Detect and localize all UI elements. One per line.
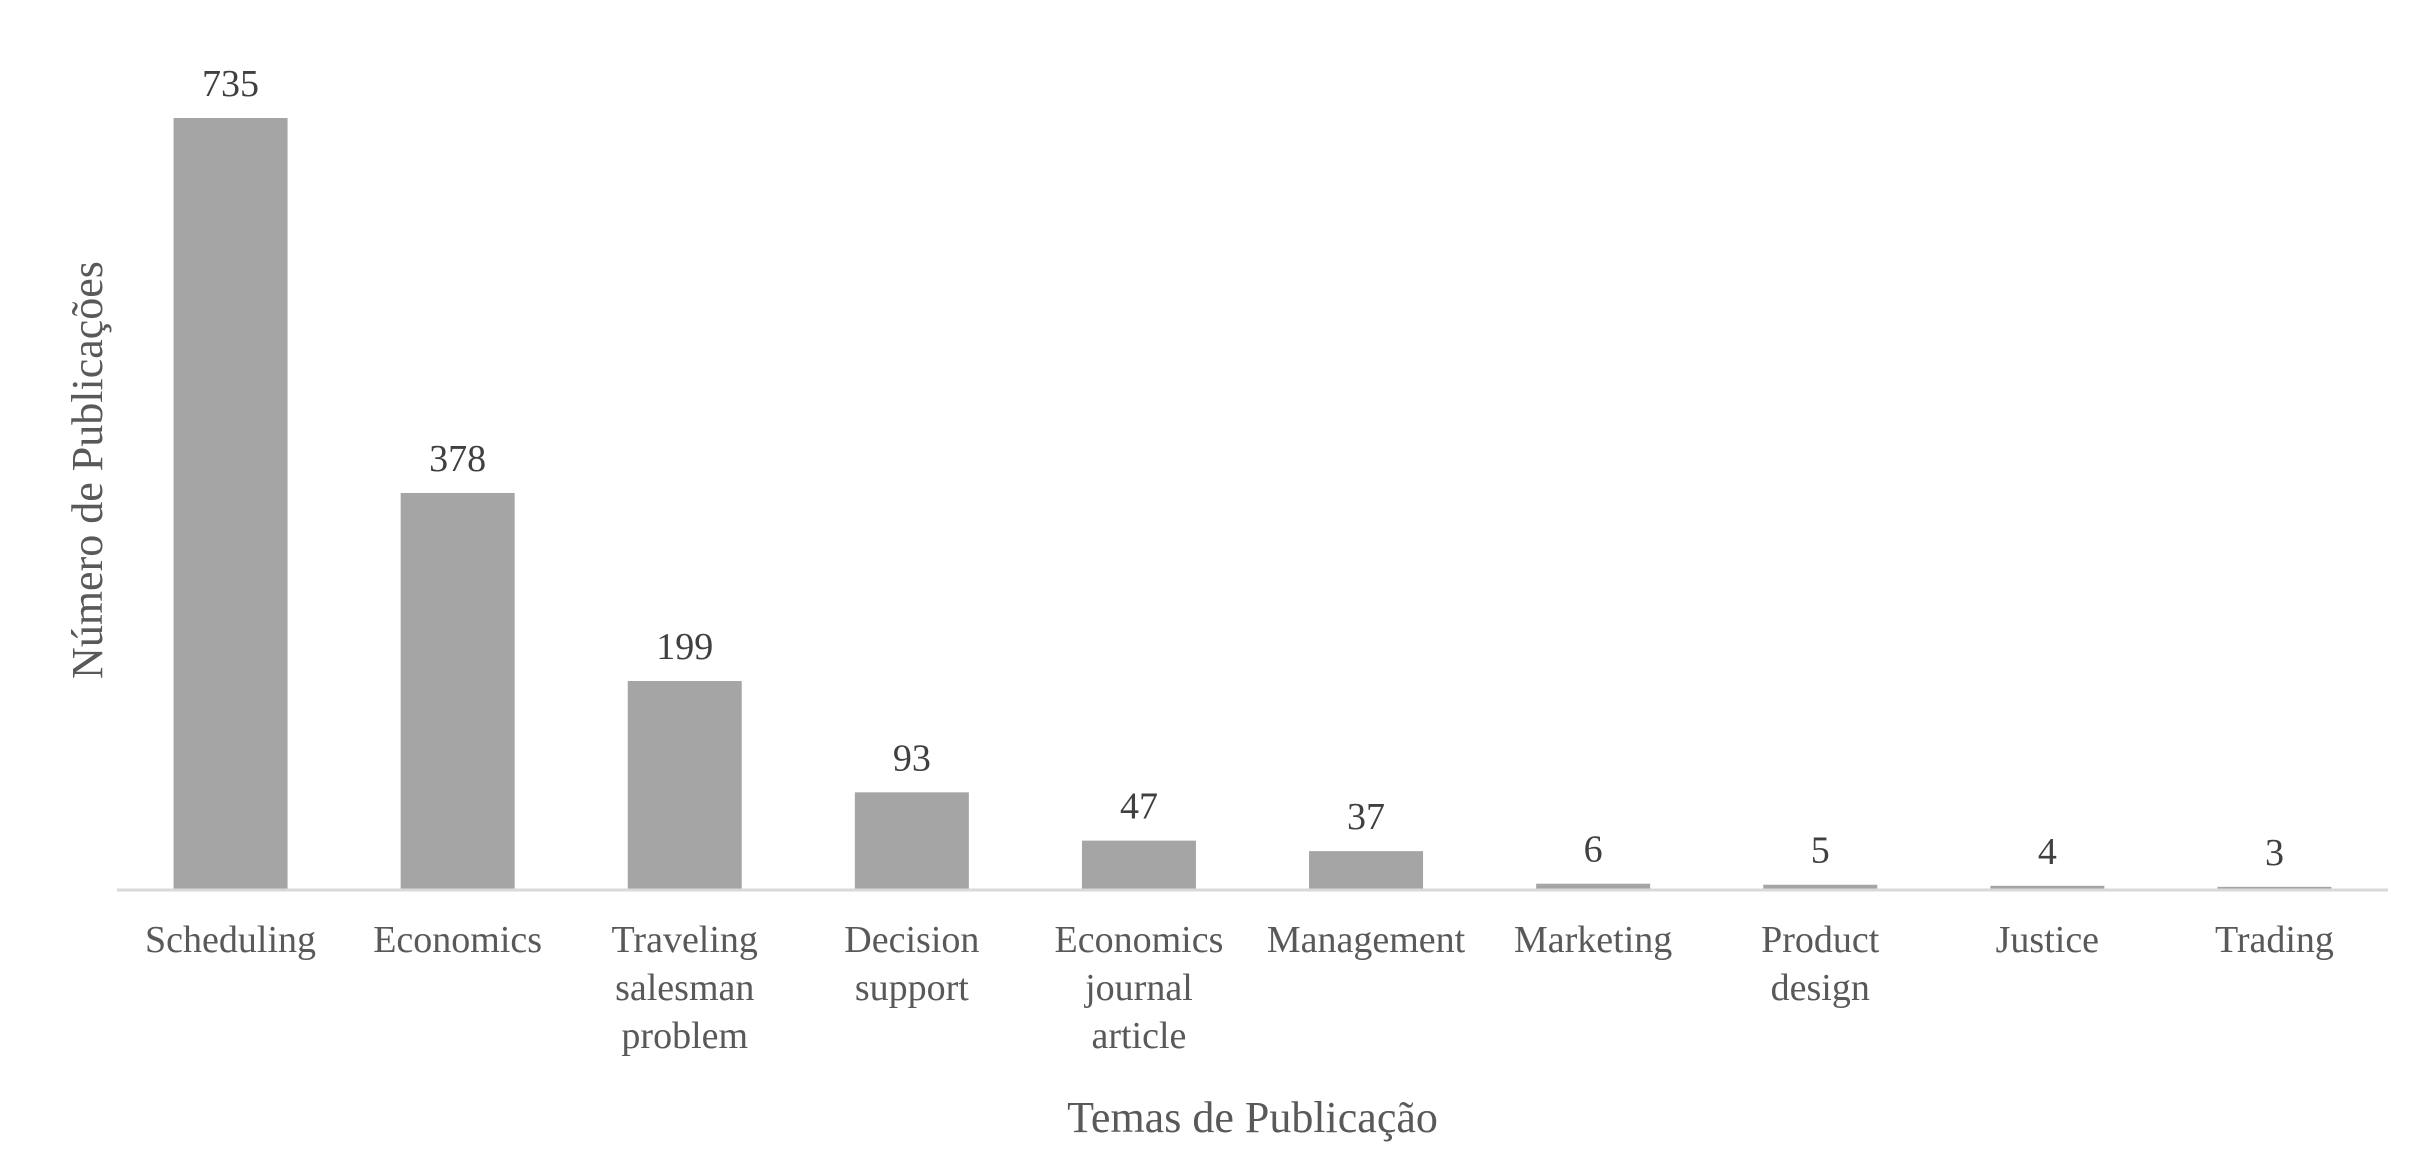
x-tick-label-line: Justice xyxy=(1996,919,2099,961)
x-tick-label-9: Justice xyxy=(1996,919,2099,961)
data-label-7: 6 xyxy=(1584,829,1603,871)
data-label-4: 93 xyxy=(893,737,931,779)
bar-5 xyxy=(1081,840,1196,890)
x-tick-label-line: Management xyxy=(1267,919,1466,961)
x-tick-label-3: Traveling salesman problem xyxy=(612,919,758,1057)
y-axis-title: Número de Publicações xyxy=(63,261,112,679)
bar-7 xyxy=(1536,883,1651,890)
x-tick-label-1: Scheduling xyxy=(145,919,316,961)
data-label-1: 735 xyxy=(202,63,259,105)
x-tick-label-line: journal xyxy=(1083,967,1193,1009)
bar-8 xyxy=(1763,884,1878,890)
data-label-6: 37 xyxy=(1347,796,1385,838)
x-axis-title: Temas de Publicação xyxy=(1067,1093,1438,1142)
data-labels-group: 735 378 199 93 47 37 6 5 4 3 xyxy=(202,63,2284,874)
x-tick-labels-group: Scheduling Economics Traveling salesman prob… xyxy=(145,919,2334,1057)
x-tick-label-line: article xyxy=(1091,1015,1186,1057)
data-label-3: 199 xyxy=(656,626,713,668)
x-tick-label-line: Economics xyxy=(1055,919,1224,961)
x-tick-label-10: Trading xyxy=(2215,919,2334,961)
x-tick-label-line: Product xyxy=(1761,919,1880,961)
x-tick-label-line: Scheduling xyxy=(145,919,316,961)
x-tick-label-line: Decision xyxy=(844,919,979,961)
x-tick-label-line: Traveling xyxy=(612,919,758,961)
x-tick-label-line: Marketing xyxy=(1514,919,1672,961)
x-tick-label-line: salesman xyxy=(615,967,754,1009)
x-tick-label-line: problem xyxy=(621,1015,748,1057)
x-tick-label-line: Trading xyxy=(2215,919,2334,961)
bar-4 xyxy=(854,792,969,890)
bar-3 xyxy=(627,680,742,890)
x-tick-label-line: Economics xyxy=(373,919,542,961)
x-tick-label-line: support xyxy=(855,967,969,1009)
data-label-10: 3 xyxy=(2265,832,2284,874)
bars-group xyxy=(173,118,2332,890)
x-tick-label-8: Product design xyxy=(1761,919,1880,1009)
data-label-5: 47 xyxy=(1120,786,1158,828)
data-label-2: 378 xyxy=(429,438,486,480)
x-tick-label-2: Economics xyxy=(373,919,542,961)
bar-2 xyxy=(400,492,515,890)
bar-1 xyxy=(173,118,288,890)
bar-6 xyxy=(1309,851,1424,890)
x-tick-label-line: design xyxy=(1771,967,1870,1009)
x-tick-label-6: Management xyxy=(1267,919,1466,961)
data-label-9: 4 xyxy=(2038,831,2057,873)
data-label-8: 5 xyxy=(1811,830,1830,872)
bar-10 xyxy=(2217,886,2332,890)
x-tick-label-5: Economics journal article xyxy=(1055,919,1224,1057)
x-tick-label-4: Decision support xyxy=(844,919,979,1009)
x-tick-label-7: Marketing xyxy=(1514,919,1672,961)
bar-9 xyxy=(1990,885,2105,890)
